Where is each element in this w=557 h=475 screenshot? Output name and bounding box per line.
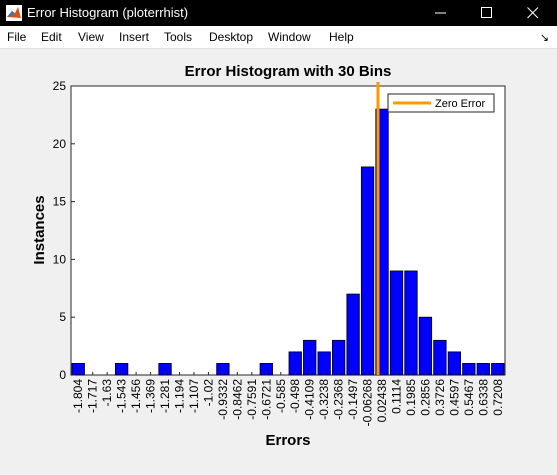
x-tick-label: -1.63 xyxy=(100,379,114,407)
matlab-logo-icon xyxy=(6,5,22,21)
dock-arrow-icon[interactable]: ↘ xyxy=(539,32,549,44)
histogram-bar xyxy=(288,351,302,376)
y-tick-label: 0 xyxy=(59,368,66,382)
x-tick-label: -0.1497 xyxy=(346,379,360,420)
maximize-button[interactable] xyxy=(464,0,510,26)
menu-help[interactable]: Help xyxy=(329,30,354,44)
minimize-icon xyxy=(435,12,446,14)
minimize-button[interactable] xyxy=(418,0,464,26)
x-tick-label: -0.585 xyxy=(274,379,288,413)
x-tick-label: -0.6721 xyxy=(259,379,273,420)
x-tick-label: 0.3726 xyxy=(433,379,447,416)
histogram-bar xyxy=(447,351,462,376)
x-axis-label: Errors xyxy=(265,432,310,449)
maximize-icon xyxy=(481,7,492,18)
x-tick-label: -1.456 xyxy=(129,379,143,413)
histogram-bar xyxy=(360,166,375,376)
x-tick-label: 0.4597 xyxy=(447,379,461,416)
x-tick-label: -1.107 xyxy=(187,379,201,413)
histogram-bar xyxy=(389,270,404,376)
histogram-bar xyxy=(404,270,418,376)
x-tick-label: -0.9332 xyxy=(216,379,230,420)
x-tick-label: 0.2856 xyxy=(418,379,432,416)
x-tick-label: 0.02438 xyxy=(375,379,389,423)
x-tick-label: -0.8462 xyxy=(230,379,244,420)
x-tick-label: -1.02 xyxy=(201,379,215,407)
x-tick-label: 0.1985 xyxy=(404,379,418,416)
histogram-bar xyxy=(331,339,346,376)
x-tick-label: -1.717 xyxy=(86,379,100,413)
menu-desktop[interactable]: Desktop xyxy=(209,30,254,44)
menu-view[interactable]: View xyxy=(78,30,104,44)
y-tick-label: 10 xyxy=(53,252,67,266)
histogram-bar xyxy=(303,339,317,376)
window-title: Error Histogram (ploterrhist) xyxy=(27,5,189,20)
axes-box xyxy=(70,85,506,376)
menu-insert[interactable]: Insert xyxy=(119,30,150,44)
x-tick-label: -1.281 xyxy=(158,379,172,413)
y-axis-label: Instances xyxy=(31,195,48,264)
close-icon xyxy=(527,7,539,19)
menu-bar: File Edit View Insert Tools Desktop Wind… xyxy=(0,26,557,49)
histogram-bar xyxy=(317,351,331,376)
x-tick-label: -0.2368 xyxy=(332,379,346,420)
x-tick-label: -1.369 xyxy=(144,379,158,413)
legend-zero-error-label: Zero Error xyxy=(435,98,485,110)
x-tick-label: -0.3238 xyxy=(317,379,331,420)
x-tick-label: 0.1114 xyxy=(390,379,404,414)
histogram-bar xyxy=(346,293,360,376)
x-tick-label: -0.498 xyxy=(288,379,302,413)
menu-tools[interactable]: Tools xyxy=(164,30,193,44)
y-tick-label: 15 xyxy=(53,195,67,209)
window-titlebar: Error Histogram (ploterrhist) xyxy=(0,0,557,26)
x-tick-label: 0.6338 xyxy=(476,379,490,416)
x-tick-label: -0.06268 xyxy=(361,379,375,427)
x-tick-label: -1.194 xyxy=(173,379,187,413)
menu-file[interactable]: File xyxy=(7,30,27,44)
x-tick-label: 0.5467 xyxy=(462,379,476,416)
x-tick-label: -0.4109 xyxy=(303,379,317,420)
close-button[interactable] xyxy=(510,0,556,26)
histogram-bar xyxy=(433,339,447,376)
menu-edit[interactable]: Edit xyxy=(41,30,62,44)
x-tick-label: 0.7208 xyxy=(491,379,505,416)
chart-title: Error Histogram with 30 Bins xyxy=(185,63,392,80)
legend-box xyxy=(387,93,495,113)
x-tick-label: -0.7591 xyxy=(245,379,259,420)
histogram-bar xyxy=(418,316,433,376)
menu-window[interactable]: Window xyxy=(268,30,311,44)
y-tick-label: 20 xyxy=(53,137,67,151)
legend: Zero Error xyxy=(387,93,495,113)
x-tick-label: -1.804 xyxy=(71,379,85,413)
figure-canvas: Error Histogram with 30 Bins Errors Inst… xyxy=(0,49,557,470)
x-tick-label: -1.543 xyxy=(115,379,129,413)
y-tick-label: 25 xyxy=(53,79,67,93)
histogram-chart: Error Histogram with 30 Bins Errors Inst… xyxy=(31,63,506,449)
y-tick-label: 5 xyxy=(59,310,66,324)
